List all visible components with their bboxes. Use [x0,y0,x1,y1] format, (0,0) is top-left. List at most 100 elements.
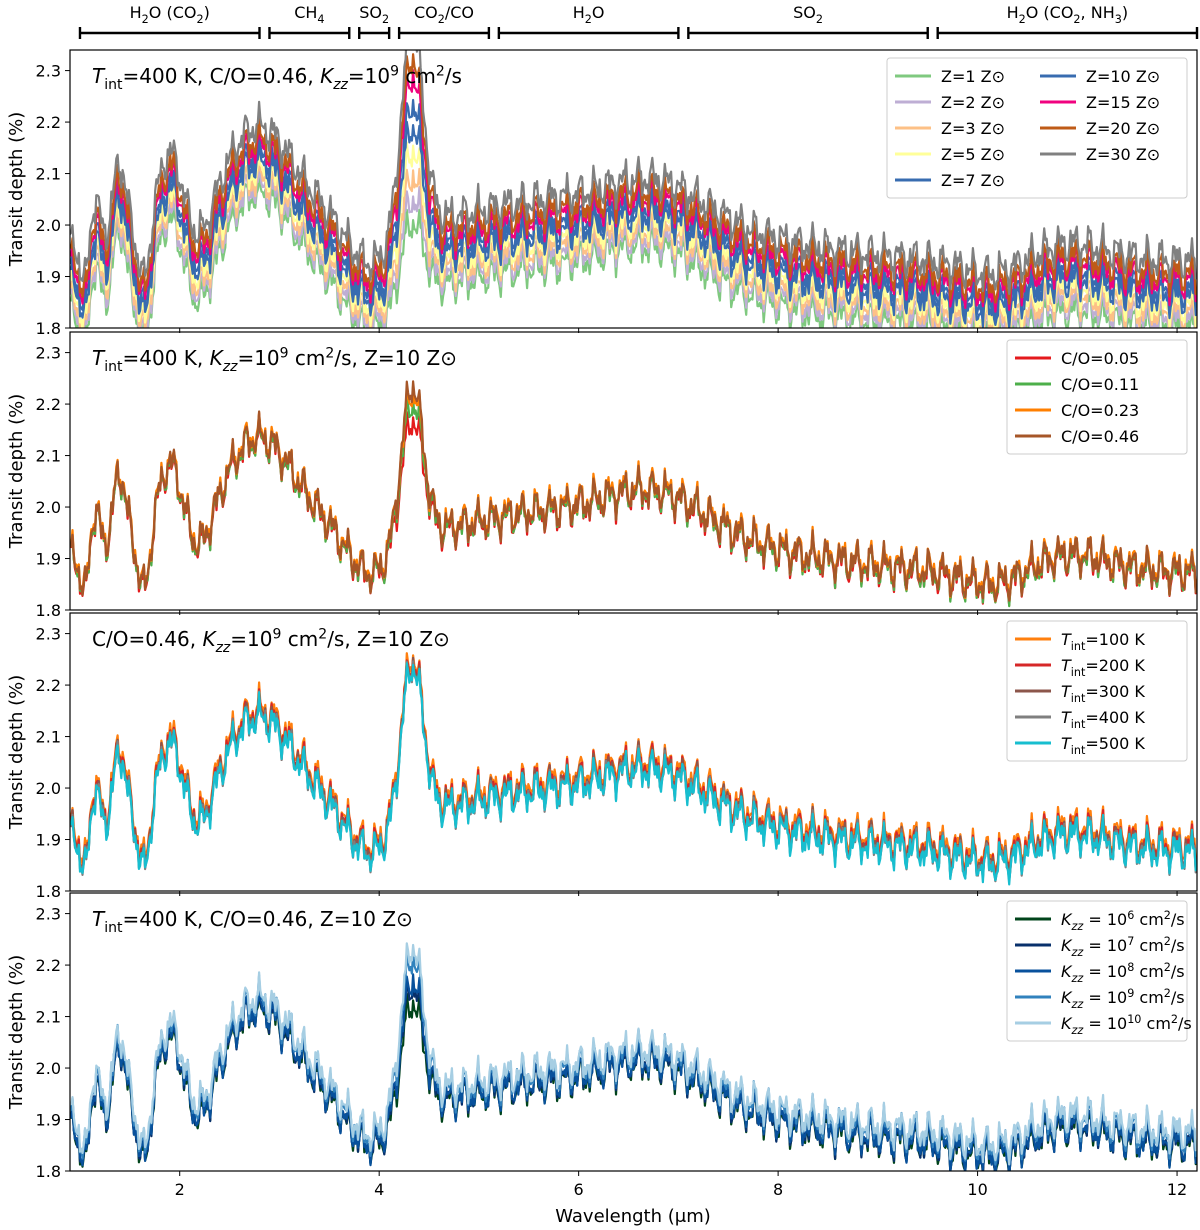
legend-label: Z=10 Z⊙ [1086,67,1160,86]
y-tick-label: 2.0 [36,779,61,798]
x-tick-label: 6 [574,1180,584,1199]
panel-frame [69,892,1198,1172]
panels: 1.8 1.9 2.0 2.1 2.2 2.3 Transit depth (%) Tint=… [6,49,1198,1199]
panel-title: Tint=400 K, C/O=0.46, Z=10 Z⊙ [92,907,413,936]
legend-label: Z=20 Z⊙ [1086,119,1160,138]
y-tick-label: 2.1 [36,1008,61,1027]
y-tick-label: 2.2 [36,113,61,132]
series-line [70,120,1197,328]
y-tick-label: 2.3 [36,905,61,924]
panel-3: 1.8 1.9 2.0 2.1 2.2 2.3 Transit depth (%) C/O=0… [6,612,1198,901]
series-line [70,53,1197,305]
panel-frame [69,612,1198,892]
legend-label: C/O=0.11 [1061,375,1139,394]
x-axis-label: Wavelength (μm) [555,1206,711,1227]
molecule-band-annotations: H2O (CO2) CH4 SO2 CO2/CO H2O SO2 H2O (CO2, NH3… [78,3,1199,39]
legend-label: Z=3 Z⊙ [941,119,1005,138]
legend-label: Kzz = 106 cm2/s [1061,909,1185,933]
y-axis-label: Transit depth (%) [6,112,27,268]
legend-label: C/O=0.23 [1061,401,1139,420]
y-tick-label: 2.0 [36,1059,61,1078]
legend-label: Tint=100 K [1061,630,1145,653]
panel-1: 1.8 1.9 2.0 2.1 2.2 2.3 Transit depth (%) Tint=… [6,49,1198,338]
legend-label: Tint=300 K [1061,682,1145,705]
band-label: H2O (CO2, NH3) [1007,3,1129,26]
panel-title: C/O=0.46, Kzz=109 cm2/s, Z=10 Z⊙ [92,626,450,656]
legend-label: Z=15 Z⊙ [1086,93,1160,112]
legend-label: Kzz = 109 cm2/s [1061,987,1185,1011]
x-tick-label: 8 [773,1180,783,1199]
legend-label: Z=7 Z⊙ [941,171,1005,190]
y-tick-label: 2.2 [36,956,61,975]
band-label: CH4 [294,3,324,26]
legend-box [1006,900,1188,1042]
panel-4: 1.8 1.9 2.0 2.1 2.2 2.3 2 4 6 8 10 12 Transit depth … [6,892,1198,1199]
legend-box [886,57,1188,199]
y-tick-label: 2.1 [36,728,61,747]
x-tick-label: 4 [374,1180,384,1199]
y-axis-label: Transit depth (%) [6,675,27,831]
y-tick-label: 2.0 [36,498,61,517]
legend-label: Z=2 Z⊙ [941,93,1005,112]
y-tick-label: 1.9 [36,268,61,287]
y-tick-label: 1.9 [36,1111,61,1130]
panel-title: Tint=400 K, C/O=0.46, Kzz=109 cm2/s [92,63,462,93]
panel-frame [69,331,1198,611]
legend-label: Tint=400 K [1061,708,1145,731]
y-tick-label: 1.9 [36,550,61,569]
series-line [70,942,1197,1166]
legend-label: Kzz = 108 cm2/s [1061,961,1185,985]
legend-label: Z=5 Z⊙ [941,145,1005,164]
y-tick-label: 2.3 [36,344,61,363]
y-axis-label: Transit depth (%) [6,394,27,550]
y-tick-label: 2.1 [36,165,61,184]
series-group [70,652,1197,886]
y-tick-label: 2.3 [36,62,61,81]
panel-title: Tint=400 K, Kzz=109 cm2/s, Z=10 Z⊙ [92,345,457,375]
panel-frame [69,49,1198,329]
y-tick-label: 2.2 [36,395,61,414]
series-line [70,380,1197,602]
x-tick-label: 10 [967,1180,987,1199]
series-line [70,50,1197,295]
y-axis-label: Transit depth (%) [6,955,27,1111]
legend-box [1006,339,1188,455]
legend-label: Tint=500 K [1061,734,1145,757]
series-group [70,50,1197,328]
y-tick-label: 1.9 [36,831,61,850]
legend-label: Z=30 Z⊙ [1086,145,1160,164]
x-tick-label: 12 [1167,1180,1187,1199]
series-line [70,98,1197,324]
y-tick-label: 2.3 [36,625,61,644]
panel-2: 1.8 1.9 2.0 2.1 2.2 2.3 Transit depth (%) Tint=… [6,331,1198,620]
band-label: H2O [573,3,605,26]
series-line [70,161,1197,328]
series-line [70,154,1197,328]
legend-label: C/O=0.46 [1061,427,1139,446]
legend-label: Kzz = 1010 cm2/s [1061,1013,1192,1037]
x-tick-label: 2 [175,1180,185,1199]
legend-label: Z=1 Z⊙ [941,67,1005,86]
legend-label: C/O=0.05 [1061,349,1139,368]
legend: C/O=0.05 C/O=0.11 C/O=0.23 C/O=0.46 [1006,339,1188,455]
y-tick-label: 1.8 [36,1162,61,1181]
series-line [70,662,1197,886]
series-group [70,380,1197,608]
series-line [70,141,1197,328]
y-tick-label: 1.8 [36,882,61,901]
legend: Tint=100 K Tint=200 K Tint=300 K Tint=400 K… [1006,620,1188,762]
y-tick-label: 1.8 [36,319,61,338]
band-label: SO2 [793,3,823,26]
series-group [70,942,1197,1171]
legend: Z=1 Z⊙ Z=2 Z⊙ Z=3 Z⊙ Z=5 Z⊙ Z=7 Z⊙ Z=10 Z⊙ Z=1… [886,57,1188,199]
series-line [70,973,1197,1171]
band-label: CO2/CO [414,3,474,26]
band-label: H2O (CO2) [130,3,210,26]
legend-label: Tint=200 K [1061,656,1145,679]
legend-label: Kzz = 107 cm2/s [1061,935,1185,959]
band-label: SO2 [359,3,389,26]
legend-box [1006,620,1188,762]
y-tick-label: 2.0 [36,216,61,235]
